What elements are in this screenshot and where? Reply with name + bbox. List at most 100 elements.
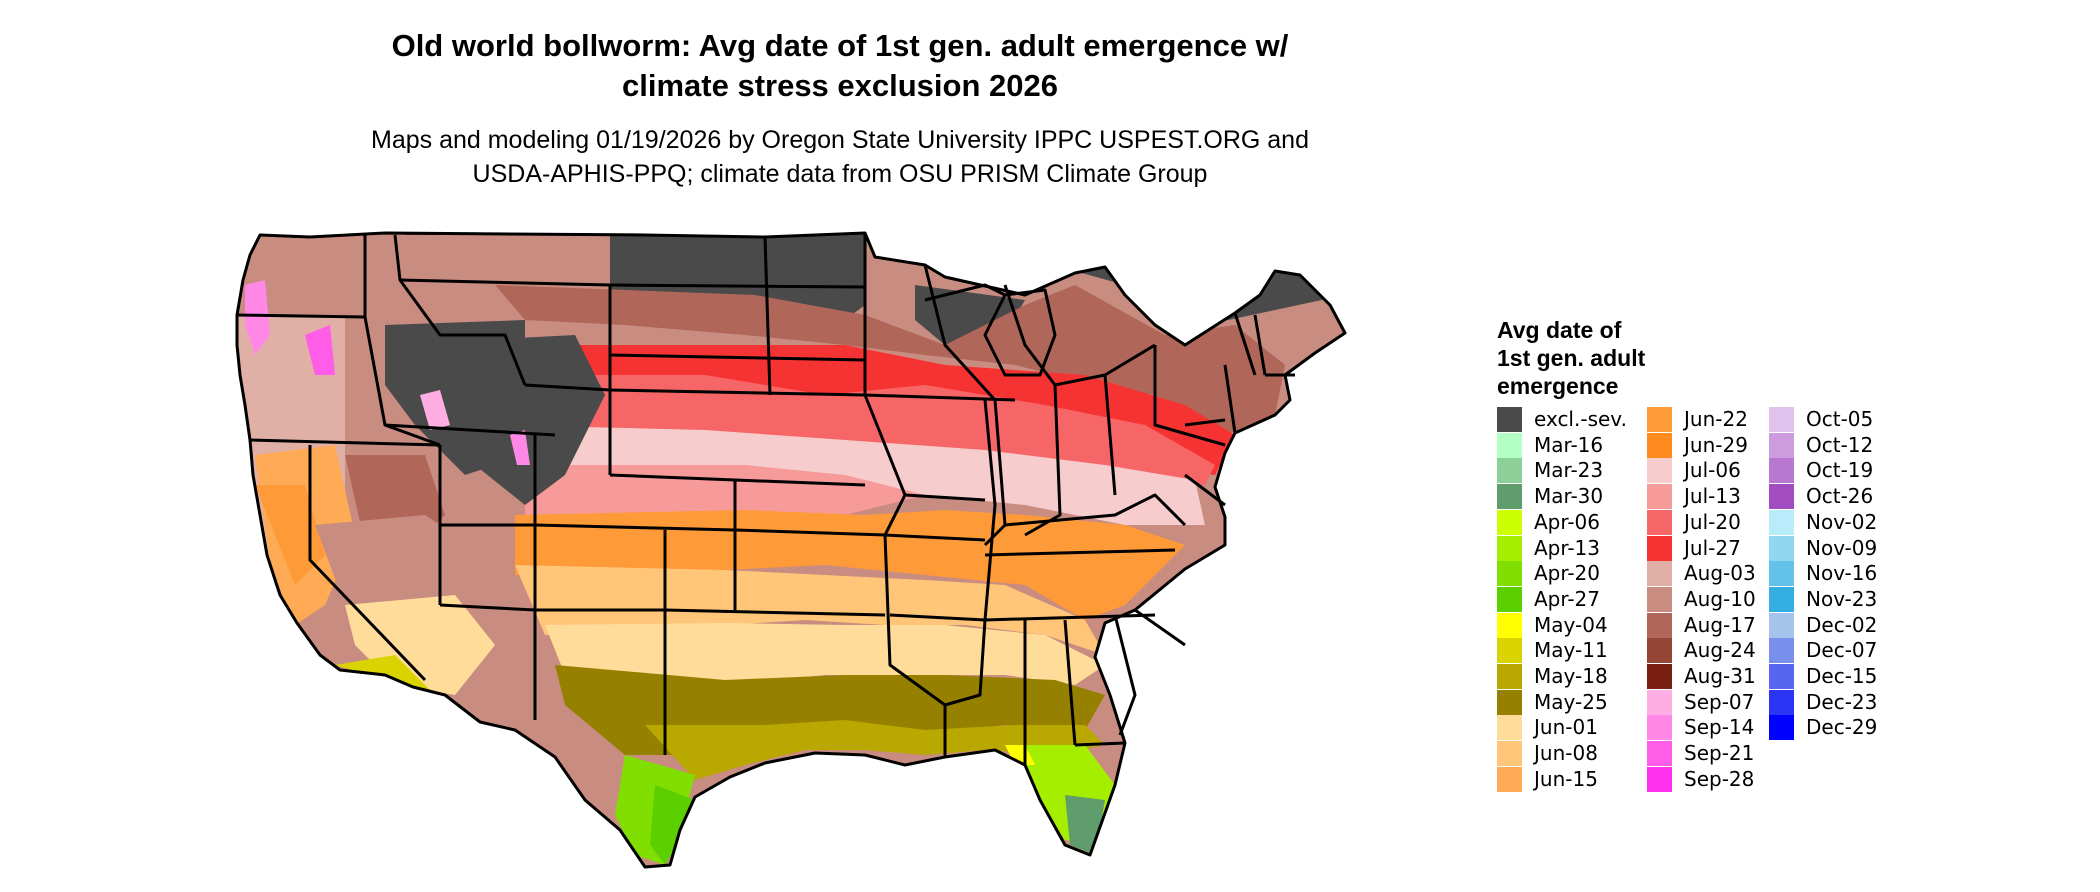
legend-label: Sep-28: [1684, 767, 1755, 791]
legend-label: Aug-31: [1684, 664, 1756, 688]
legend-label: Sep-21: [1684, 741, 1755, 765]
legend-label: Mar-16: [1534, 433, 1604, 457]
legend-label: May-04: [1534, 613, 1608, 637]
legend-swatch: [1497, 407, 1522, 432]
legend-swatch: [1769, 458, 1794, 483]
legend-swatch: [1647, 458, 1672, 483]
legend-swatch: [1769, 536, 1794, 561]
legend-swatch: [1647, 407, 1672, 432]
legend-swatch: [1647, 587, 1672, 612]
legend-label: Aug-24: [1684, 638, 1756, 662]
legend-swatch: [1769, 715, 1794, 740]
legend-swatch: [1497, 664, 1522, 689]
legend-swatch: [1769, 484, 1794, 509]
legend-swatch: [1769, 407, 1794, 432]
legend-swatch: [1647, 741, 1672, 766]
legend-label: Dec-02: [1806, 613, 1878, 637]
title-line-2: climate stress exclusion 2026: [622, 68, 1058, 103]
legend-swatch: [1647, 433, 1672, 458]
state-borders: [235, 231, 1347, 869]
legend-label: Aug-03: [1684, 561, 1756, 585]
legend-label: Apr-13: [1534, 536, 1600, 560]
legend-label: Oct-12: [1806, 433, 1874, 457]
legend-swatch: [1497, 741, 1522, 766]
legend-swatch: [1497, 510, 1522, 535]
legend-swatch: [1647, 664, 1672, 689]
legend-swatch: [1647, 767, 1672, 792]
legend-label: Mar-23: [1534, 458, 1604, 482]
us-emergence-map: [225, 225, 1470, 880]
legend-swatch: [1769, 638, 1794, 663]
legend-label: Nov-16: [1806, 561, 1878, 585]
map-svg: [235, 231, 1347, 869]
legend-swatch: [1647, 638, 1672, 663]
legend-label: Jun-08: [1534, 741, 1598, 765]
legend-label: Apr-06: [1534, 510, 1600, 534]
legend-label: Apr-20: [1534, 561, 1600, 585]
legend-swatch: [1497, 536, 1522, 561]
legend-swatch: [1647, 484, 1672, 509]
legend-label: May-18: [1534, 664, 1608, 688]
legend-label: Apr-27: [1534, 587, 1600, 611]
legend-swatch: [1647, 715, 1672, 740]
legend-swatch: [1497, 767, 1522, 792]
legend-label: Nov-23: [1806, 587, 1878, 611]
legend-swatch: [1769, 561, 1794, 586]
subtitle-line-2: USDA-APHIS-PPQ; climate data from OSU PR…: [472, 160, 1208, 188]
legend-swatch: [1497, 433, 1522, 458]
legend-swatch: [1497, 715, 1522, 740]
legend-label: Mar-30: [1534, 484, 1604, 508]
legend-swatch: [1769, 613, 1794, 638]
emergence-zones: [237, 233, 1345, 865]
legend-label: excl.-sev.: [1534, 407, 1627, 431]
legend-label: Jul-13: [1684, 484, 1741, 508]
map-subtitle: Maps and modeling 01/19/2026 by Oregon S…: [250, 123, 1430, 191]
subtitle-line-1: Maps and modeling 01/19/2026 by Oregon S…: [371, 126, 1309, 154]
legend-label: Jul-06: [1684, 458, 1741, 482]
legend-title-line-2: 1st gen. adult: [1497, 345, 1646, 371]
legend-swatch: [1497, 561, 1522, 586]
legend-label: Jun-01: [1534, 715, 1598, 739]
legend-swatch: [1647, 613, 1672, 638]
legend-label: Oct-05: [1806, 407, 1874, 431]
legend-swatch: [1647, 690, 1672, 715]
legend-label: Jul-27: [1684, 536, 1741, 560]
legend-swatch: [1769, 664, 1794, 689]
legend-label: Dec-23: [1806, 690, 1878, 714]
legend-label: Sep-07: [1684, 690, 1755, 714]
legend-swatch: [1497, 458, 1522, 483]
legend-title: Avg date of 1st gen. adult emergence: [1497, 316, 1697, 400]
map-legend: Avg date of 1st gen. adult emergence exc…: [1497, 316, 1877, 792]
legend-swatch: [1769, 587, 1794, 612]
legend-label: Jun-29: [1684, 433, 1748, 457]
legend-swatch: [1497, 638, 1522, 663]
legend-label: Oct-19: [1806, 458, 1874, 482]
legend-swatch: [1497, 587, 1522, 612]
legend-swatch: [1497, 484, 1522, 509]
map-title: Old world bollworm: Avg date of 1st gen.…: [250, 26, 1430, 106]
legend-label: May-11: [1534, 638, 1608, 662]
legend-swatch: [1769, 433, 1794, 458]
legend-label: Jun-22: [1684, 407, 1748, 431]
legend-label: Dec-15: [1806, 664, 1878, 688]
legend-label: Jun-15: [1534, 767, 1598, 791]
legend-swatch: [1647, 510, 1672, 535]
legend-title-line-1: Avg date of: [1497, 317, 1622, 343]
legend-title-line-3: emergence: [1497, 373, 1619, 399]
title-line-1: Old world bollworm: Avg date of 1st gen.…: [391, 28, 1289, 63]
legend-swatch: [1769, 690, 1794, 715]
legend-label: Jul-20: [1684, 510, 1741, 534]
legend-swatch: [1647, 561, 1672, 586]
legend-label: Oct-26: [1806, 484, 1874, 508]
legend-swatch: [1647, 536, 1672, 561]
legend-label: Nov-09: [1806, 536, 1878, 560]
legend-label: Dec-29: [1806, 715, 1878, 739]
legend-label: Sep-14: [1684, 715, 1755, 739]
legend-label: Nov-02: [1806, 510, 1878, 534]
legend-label: May-25: [1534, 690, 1608, 714]
legend-label: Aug-17: [1684, 613, 1756, 637]
legend-label: Dec-07: [1806, 638, 1878, 662]
legend-swatch: [1497, 690, 1522, 715]
legend-swatch: [1769, 510, 1794, 535]
legend-label: Aug-10: [1684, 587, 1756, 611]
